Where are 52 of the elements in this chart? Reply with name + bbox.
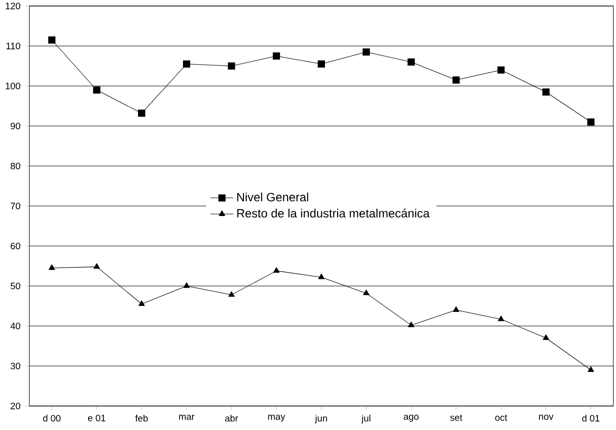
x-tick-label: set xyxy=(450,414,462,421)
point xyxy=(408,58,415,66)
point xyxy=(228,291,235,297)
legend-label: Nivel General xyxy=(237,192,308,202)
x-tick-label: d 01 xyxy=(582,414,600,422)
y-tick-label: 80 xyxy=(10,162,20,170)
y-tick-label: 90 xyxy=(10,122,20,130)
x-tick-label: e 01 xyxy=(88,414,106,422)
point xyxy=(48,264,55,270)
x-tick-label: abr xyxy=(225,414,238,422)
x-tick-label: oct xyxy=(495,414,508,421)
point xyxy=(542,88,550,96)
point xyxy=(183,282,190,288)
point xyxy=(138,300,145,306)
point xyxy=(318,60,325,68)
x-tick-label: may xyxy=(268,414,286,422)
point xyxy=(542,334,550,340)
point xyxy=(497,66,505,74)
y-tick-label: 120 xyxy=(6,2,20,10)
point xyxy=(93,86,100,94)
point xyxy=(228,62,236,70)
x-tick-label: feb xyxy=(135,414,148,422)
point xyxy=(452,306,460,312)
legend-label: Resto de la industria metalmecánica xyxy=(237,208,430,218)
x-tick-label: jun xyxy=(314,414,327,424)
y-tick-label: 40 xyxy=(10,322,20,330)
y-tick-label: 100 xyxy=(6,82,20,90)
x-tick-label: nov xyxy=(539,414,554,420)
point xyxy=(272,52,280,60)
point xyxy=(318,274,324,280)
point xyxy=(363,290,370,296)
point xyxy=(452,76,460,84)
x-tick-label: ago xyxy=(404,414,419,422)
point xyxy=(48,36,56,44)
point xyxy=(408,322,414,328)
x-tick-label: d 00 xyxy=(43,414,61,422)
y-tick-label: 110 xyxy=(6,42,20,50)
point xyxy=(182,60,190,68)
point xyxy=(138,110,146,117)
point xyxy=(94,263,100,269)
point xyxy=(362,48,370,56)
y-tick-label: 50 xyxy=(10,282,20,290)
point xyxy=(587,118,594,126)
point xyxy=(588,366,594,372)
point xyxy=(273,267,280,273)
y-tick-label: 60 xyxy=(10,242,20,250)
x-tick-label: jul xyxy=(361,414,370,424)
y-tick-label: 70 xyxy=(10,202,20,210)
y-tick-label: 20 xyxy=(10,402,20,410)
point xyxy=(498,316,504,322)
y-tick-label: 30 xyxy=(10,362,20,370)
x-tick-label: mar xyxy=(179,414,194,420)
